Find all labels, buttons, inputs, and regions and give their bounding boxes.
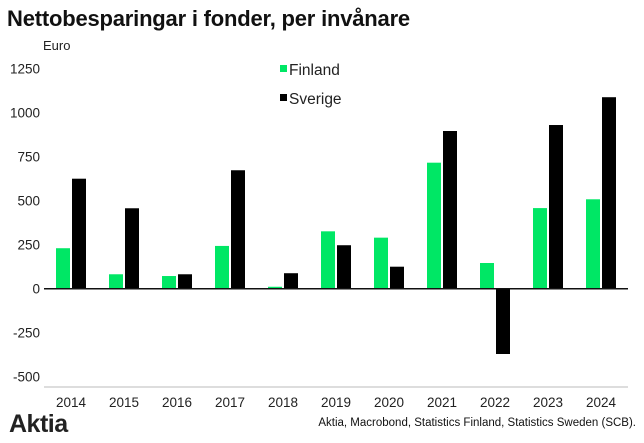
y-axis-unit-label: Euro — [43, 38, 71, 53]
y-axis-ticks: 1250 1000 750 500 250 0 -250 -500 — [10, 62, 40, 385]
y-tick-label: 750 — [17, 150, 40, 165]
bar-finland-2020 — [374, 237, 388, 289]
y-tick-label: 1250 — [10, 62, 40, 77]
legend-label-finland: Finland — [289, 62, 340, 79]
legend-swatch-sverige — [280, 94, 287, 101]
x-tick-label: 2023 — [533, 395, 563, 410]
bar-finland-2023 — [533, 208, 547, 289]
x-tick-label: 2019 — [321, 395, 351, 410]
bar-sverige-2022 — [496, 288, 510, 354]
bars — [56, 97, 616, 354]
bar-finland-2016 — [162, 276, 176, 289]
bar-sverige-2021 — [443, 131, 457, 289]
bar-finland-2024 — [586, 199, 600, 289]
legend: Finland Sverige — [280, 62, 342, 108]
bar-finland-2014 — [56, 248, 70, 289]
bar-finland-2015 — [109, 274, 123, 289]
bar-sverige-2017 — [231, 170, 245, 289]
x-tick-label: 2015 — [109, 395, 139, 410]
x-tick-label: 2016 — [162, 395, 192, 410]
y-tick-label: 1000 — [10, 106, 40, 121]
x-tick-label: 2024 — [586, 395, 617, 410]
bar-finland-2019 — [321, 231, 335, 289]
source-note: Aktia, Macrobond, Statistics Finland, St… — [318, 417, 636, 429]
bar-sverige-2023 — [549, 125, 563, 289]
bar-finland-2021 — [427, 162, 441, 289]
chart-title: Nettobesparingar i fonder, per invånare — [7, 6, 410, 31]
y-tick-label: -500 — [13, 370, 40, 385]
bar-finland-2017 — [215, 245, 229, 289]
aktia-logo: Aktia — [9, 410, 68, 438]
y-tick-label: -250 — [13, 326, 40, 341]
bar-finland-2022 — [480, 263, 494, 289]
legend-swatch-finland — [280, 65, 287, 72]
x-tick-label: 2017 — [215, 395, 245, 410]
bar-sverige-2014 — [72, 178, 86, 289]
x-axis-ticks: 2014 2015 2016 2017 2018 2019 2020 2021 2022 2023… — [56, 395, 617, 410]
x-tick-label: 2020 — [374, 395, 404, 410]
bar-finland-2018 — [268, 286, 282, 289]
bar-sverige-2018 — [284, 273, 298, 289]
x-tick-label: 2021 — [427, 395, 457, 410]
x-tick-label: 2018 — [268, 395, 298, 410]
bar-sverige-2016 — [178, 274, 192, 289]
legend-label-sverige: Sverige — [289, 91, 342, 108]
bar-sverige-2015 — [125, 208, 139, 289]
bar-sverige-2024 — [602, 97, 616, 289]
y-tick-label: 250 — [17, 238, 40, 253]
y-tick-label: 500 — [17, 194, 40, 209]
bar-sverige-2019 — [337, 245, 351, 289]
bar-sverige-2020 — [390, 266, 404, 289]
x-tick-label: 2014 — [56, 395, 87, 410]
y-tick-label: 0 — [32, 282, 40, 297]
x-tick-label: 2022 — [480, 395, 510, 410]
